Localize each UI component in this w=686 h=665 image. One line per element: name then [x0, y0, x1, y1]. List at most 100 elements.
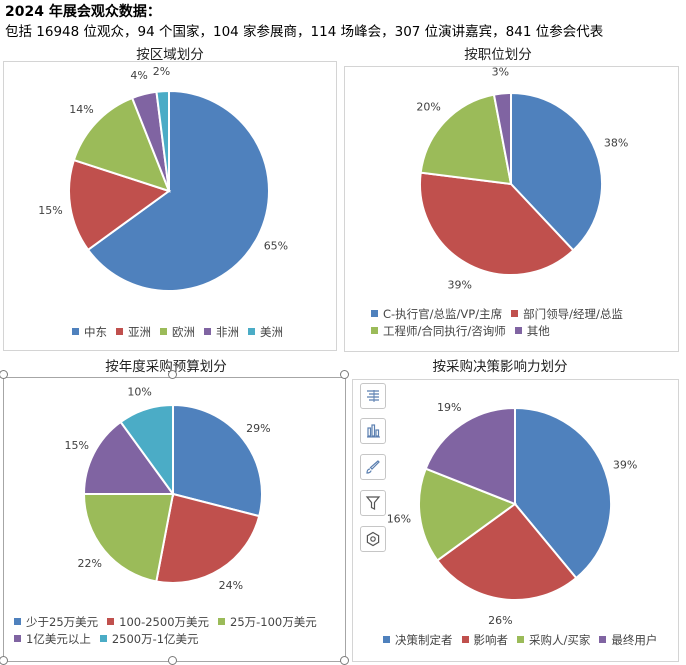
legend-label: 最终用户: [611, 633, 658, 647]
legend-item[interactable]: C-执行官/总监/VP/主席: [371, 306, 502, 323]
pie-data-label: 39%: [613, 458, 637, 471]
page-header-subtitle: 包括 16948 位观众，94 个国家，104 家参展商，114 场峰会，307…: [5, 24, 604, 40]
legend-swatch: [383, 636, 390, 643]
legend-item[interactable]: 美洲: [248, 324, 283, 341]
legend-item[interactable]: 亚洲: [116, 324, 151, 341]
pie-data-label: 10%: [127, 385, 151, 398]
chart-brush-icon: [366, 460, 380, 474]
chart-brush-button[interactable]: [360, 454, 386, 480]
legend-item[interactable]: 2500万-1亿美元: [99, 631, 199, 648]
pie-slice-5[interactable]: [119, 403, 174, 498]
pie-slice-4[interactable]: [424, 406, 516, 506]
pie-slice-3[interactable]: [82, 493, 175, 583]
pie-slice-4[interactable]: [82, 420, 175, 495]
pie-slice-3[interactable]: [418, 467, 518, 562]
legend-swatch: [99, 635, 107, 642]
legend-item[interactable]: 最终用户: [599, 632, 657, 649]
pie-data-label: 15%: [38, 204, 62, 217]
legend-swatch: [14, 635, 21, 642]
legend-label: 其他: [526, 324, 550, 338]
legend-label: 采购人/买家: [529, 633, 591, 647]
chart-styles-button[interactable]: [360, 418, 386, 444]
chart-settings-button[interactable]: [360, 526, 386, 552]
legend-label: 欧洲: [172, 325, 195, 339]
pie-slice-3[interactable]: [72, 96, 171, 193]
chart-styles-icon: [367, 424, 380, 438]
pie-slice-1[interactable]: [86, 89, 270, 292]
resize-handle-top-middle[interactable]: [168, 370, 177, 379]
legend-swatch: [107, 618, 115, 625]
legend-item[interactable]: 欧洲: [160, 324, 195, 341]
pie-data-label: 20%: [416, 101, 440, 114]
pie-data-label: 65%: [264, 239, 288, 252]
legend-swatch: [371, 310, 378, 317]
pie-slice-4[interactable]: [492, 91, 512, 185]
legend-label: 少于25万美元: [26, 615, 99, 629]
legend-item[interactable]: 少于25万美元: [14, 614, 98, 631]
chart-influence-legend: 决策制定者 影响者 采购人/买家 最终用户: [383, 632, 683, 649]
pie-data-label: 39%: [447, 279, 471, 292]
chart-budget-title: 按年度采购预算划分: [105, 359, 227, 375]
pie-slice-3[interactable]: [419, 93, 513, 186]
legend-label: 25万-100万美元: [230, 615, 317, 629]
pie-slice-2[interactable]: [155, 492, 261, 584]
legend-label: 非洲: [216, 325, 239, 339]
legend-item[interactable]: 25万-100万美元: [218, 614, 317, 631]
legend-item[interactable]: 工程师/合同执行/咨询师: [371, 323, 506, 340]
legend-label: 1亿美元以上: [26, 632, 91, 646]
chart-filter-button[interactable]: [360, 490, 386, 516]
pie-data-label: 16%: [387, 513, 411, 526]
legend-swatch: [511, 310, 519, 317]
pie-slice-1[interactable]: [172, 403, 263, 518]
pie-slice-1[interactable]: [510, 91, 603, 252]
chart-influence-title: 按采购决策影响力划分: [432, 359, 568, 375]
pie-slice-2[interactable]: [435, 502, 578, 601]
legend-label: 部门领导/经理/总监: [523, 307, 623, 321]
legend-swatch: [218, 618, 226, 625]
pie-slice-2[interactable]: [68, 158, 172, 252]
chart-region-frame[interactable]: [3, 61, 337, 351]
page-header-title: 2024 年展会观众数据：: [5, 4, 161, 20]
legend-item[interactable]: 100-2500万美元: [107, 614, 209, 631]
chart-position-title: 按职位划分: [464, 47, 532, 63]
pie-data-label: 24%: [219, 579, 243, 592]
pie-data-label: 15%: [65, 439, 89, 452]
legend-item[interactable]: 非洲: [204, 324, 239, 341]
legend-item[interactable]: 1亿美元以上: [14, 631, 91, 648]
chart-elements-icon: [367, 390, 379, 402]
pie-slice-5[interactable]: [155, 89, 170, 192]
legend-item[interactable]: 影响者: [461, 632, 508, 649]
chart-region-legend: 中东 亚洲 欧洲 非洲 美洲: [72, 324, 332, 341]
legend-swatch: [514, 327, 522, 334]
legend-label: 决策制定者: [395, 633, 453, 647]
legend-swatch: [116, 328, 123, 335]
legend-label: 中东: [84, 325, 107, 339]
resize-handle-top-right[interactable]: [340, 370, 349, 379]
legend-label: 亚洲: [128, 325, 151, 339]
chart-position-frame[interactable]: [344, 66, 679, 352]
legend-item[interactable]: 部门领导/经理/总监: [511, 306, 623, 323]
pie-slice-2[interactable]: [419, 171, 575, 276]
legend-item[interactable]: 采购人/买家: [517, 632, 590, 649]
chart-budget-legend: 少于25万美元 100-2500万美元 25万-100万美元 1亿美元以上 2500万-…: [14, 614, 334, 648]
legend-item[interactable]: 中东: [72, 324, 107, 341]
chart-elements-button[interactable]: [360, 383, 386, 409]
pie-data-label: 29%: [246, 422, 270, 435]
legend-item[interactable]: 决策制定者: [383, 632, 453, 649]
legend-swatch: [72, 328, 79, 335]
legend-item[interactable]: 其他: [514, 323, 550, 340]
pie-data-label: 3%: [492, 66, 509, 79]
legend-swatch: [204, 328, 211, 335]
pie-slice-1[interactable]: [514, 406, 612, 580]
resize-handle-top-left[interactable]: [0, 370, 8, 379]
legend-swatch: [160, 328, 167, 335]
chart-influence-frame[interactable]: [352, 379, 679, 662]
pie-data-label: 2%: [153, 65, 170, 78]
legend-swatch: [599, 636, 607, 643]
legend-label: 工程师/合同执行/咨询师: [383, 324, 506, 338]
chart-filter-icon: [365, 496, 381, 510]
